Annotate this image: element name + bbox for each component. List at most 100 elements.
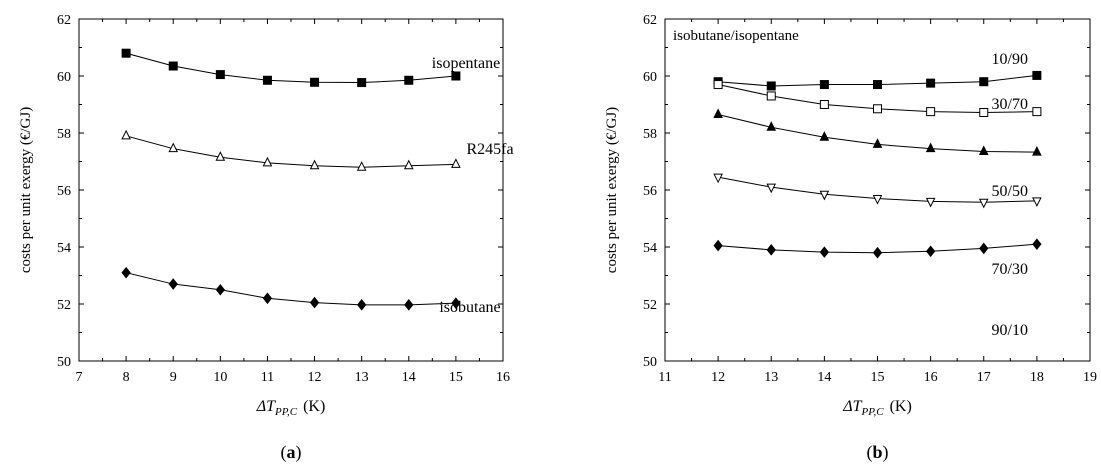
data-point [766,244,776,256]
data-point [310,77,320,87]
series-line [125,135,456,168]
x-tick-label: 12 [308,370,322,385]
data-point [215,70,225,80]
y-tick-label: 54 [57,241,71,256]
data-point [713,173,723,184]
data-point [819,131,830,141]
series-label: isobutane [439,299,500,316]
x-tick-label: 18 [1030,370,1044,385]
data-point [451,71,461,81]
data-point [357,299,367,311]
y-tick-label: 52 [57,298,71,313]
data-point [1032,197,1042,207]
data-point [713,108,723,118]
y-tick-label: 62 [643,13,657,28]
data-point [121,48,131,58]
data-point [872,195,883,205]
x-tick-label: 16 [924,370,938,385]
data-point [168,61,178,71]
x-tick-label: 16 [496,370,510,385]
series-70-30: 70/30 [713,173,1042,278]
data-point [925,142,936,153]
chart-panel-b: 50 52 54 56 58 60 62 11 12 13 14 15 16 17 18 19 costs pe… [604,13,1097,463]
x-axis-label: ΔTPP,C (K) [256,398,326,418]
y-tick-label: 50 [57,355,71,370]
data-point [926,78,936,88]
data-point [925,245,936,258]
y-tick-label: 58 [57,127,71,142]
y-tick-label: 58 [643,127,657,142]
data-point [872,246,883,259]
series-isobutane: isobutane [121,266,501,316]
data-point [713,80,723,90]
data-point [819,246,830,258]
panel-label: (a) [281,442,302,463]
chart-panel-a: 50 52 54 56 58 60 62 7 8 9 10 11 12 13 14 15 16 costs per… [18,13,514,463]
data-point [819,100,829,109]
series-label: 30/70 [992,96,1028,113]
series-label: 10/90 [992,51,1028,68]
x-tick-label: 8 [123,370,130,385]
x-tick-label: 14 [817,370,831,385]
y-axis-label: costs per unit exergy (€/GJ) [604,107,620,273]
series-10-90: 10/90 [713,51,1042,91]
x-tick-label: 17 [977,370,991,385]
series-line [125,272,456,306]
x-tick-label: 15 [871,370,885,385]
data-point [872,138,883,148]
data-point [979,107,989,117]
series-label: isopentane [432,55,500,72]
data-point [262,292,273,305]
data-point [766,91,776,101]
x-tick-label: 15 [449,370,463,385]
series-isopentane: isopentane [121,48,500,88]
x-tick-label: 14 [402,370,416,385]
data-point [766,81,776,91]
series-label: 90/10 [992,322,1028,339]
y-tick-label: 60 [643,70,657,85]
data-point [262,75,272,85]
x-tick-label: 11 [658,370,671,385]
data-point [978,145,989,156]
data-point [121,266,131,279]
data-point [215,151,226,161]
data-point [979,242,989,255]
series-label: 50/50 [992,183,1028,200]
y-tick-label: 62 [57,13,71,28]
data-point [215,283,225,296]
data-point [979,77,989,87]
data-point [1032,238,1042,250]
series-R245fa: R245fa [121,129,514,171]
data-point [168,142,179,153]
data-point [121,129,131,140]
data-point [713,239,723,252]
series-50-50: 50/50 [713,108,1042,200]
data-point [873,104,882,114]
data-point [819,80,829,90]
data-point [925,197,936,208]
data-point [766,121,777,131]
data-point [404,75,414,85]
data-point [1032,107,1042,117]
data-point [168,278,178,290]
data-point [819,190,830,201]
data-point [357,78,367,88]
data-point [873,80,882,90]
chart-title: isobutane/isopentane [673,28,799,44]
data-point [404,299,414,311]
x-tick-label: 13 [764,370,778,385]
data-point [356,161,367,171]
series-line [125,52,456,84]
data-point [309,296,320,309]
x-tick-label: 11 [261,370,274,385]
y-tick-label: 56 [643,184,657,199]
data-point [978,198,989,209]
y-axis-label: costs per unit exergy (€/GJ) [18,107,34,273]
data-point [451,297,461,309]
x-tick-label: 12 [711,370,725,385]
data-point [1032,145,1042,156]
data-point [766,183,777,194]
data-point [1032,70,1042,80]
panel-label: (b) [866,442,888,463]
